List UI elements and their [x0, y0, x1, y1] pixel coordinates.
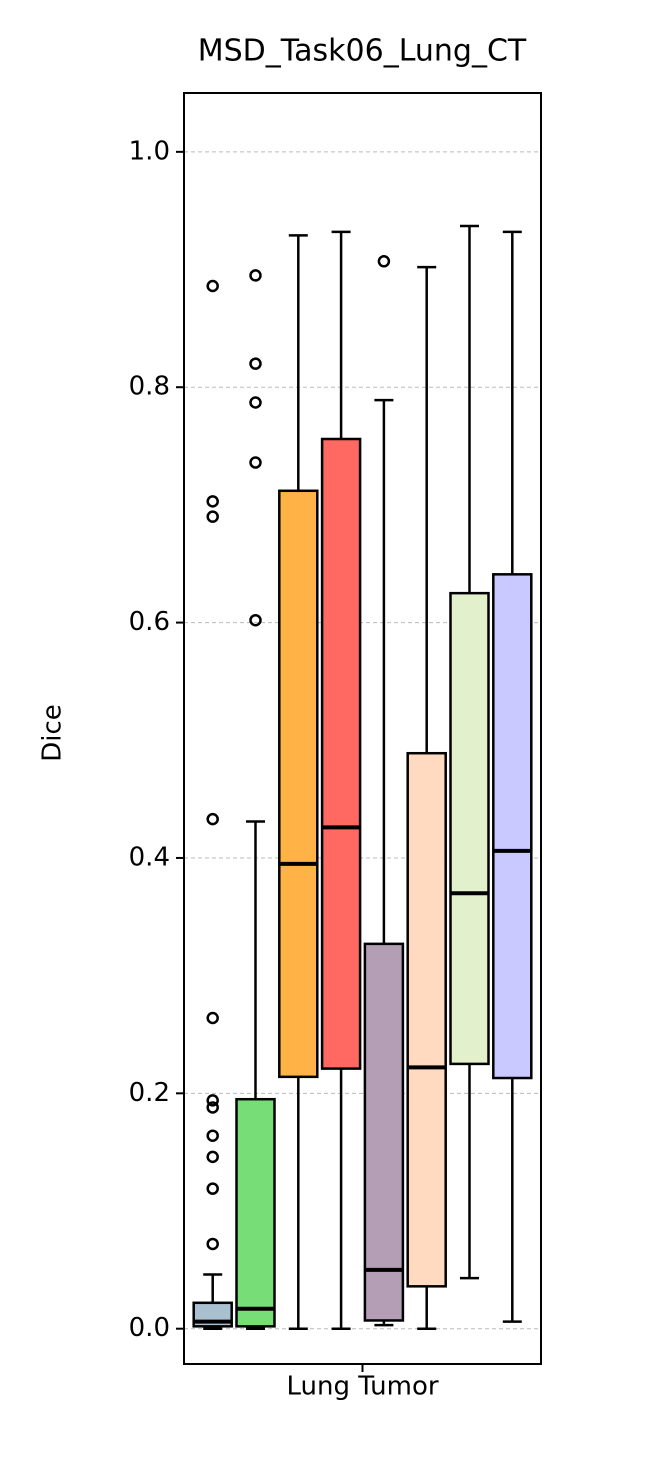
y-tick-label: 0.8 [129, 372, 170, 402]
y-tick-label: 0.4 [129, 842, 170, 872]
x-tick-label: Lung Tumor [286, 1372, 438, 1402]
outlier [249, 269, 262, 282]
outlier [249, 456, 262, 469]
chart-title: MSD_Task06_Lung_CT [198, 34, 527, 69]
outlier [206, 510, 219, 523]
outlier [206, 1182, 219, 1195]
box [363, 942, 405, 1322]
outlier [206, 1101, 219, 1114]
outlier [206, 495, 219, 508]
y-tick-label: 0.0 [129, 1313, 170, 1343]
plot-frame [183, 92, 542, 1365]
box [320, 437, 362, 1070]
box [406, 751, 447, 1288]
outlier [206, 279, 219, 293]
outlier [206, 1094, 219, 1107]
y-tick-label: 0.2 [129, 1078, 170, 1108]
outlier [249, 613, 262, 627]
outlier [249, 357, 262, 370]
y-axis-label: Dice [38, 704, 68, 762]
outlier [206, 1150, 219, 1164]
box [492, 573, 533, 1080]
outlier [206, 1237, 219, 1251]
y-tick-label: 1.0 [129, 136, 170, 166]
outlier [206, 1011, 219, 1025]
box [235, 1097, 276, 1328]
outlier [206, 812, 219, 826]
outlier [377, 255, 391, 268]
outlier [206, 1129, 219, 1142]
box [278, 489, 319, 1079]
outlier [249, 396, 262, 409]
y-tick-label: 0.6 [129, 607, 170, 637]
box [449, 591, 490, 1066]
